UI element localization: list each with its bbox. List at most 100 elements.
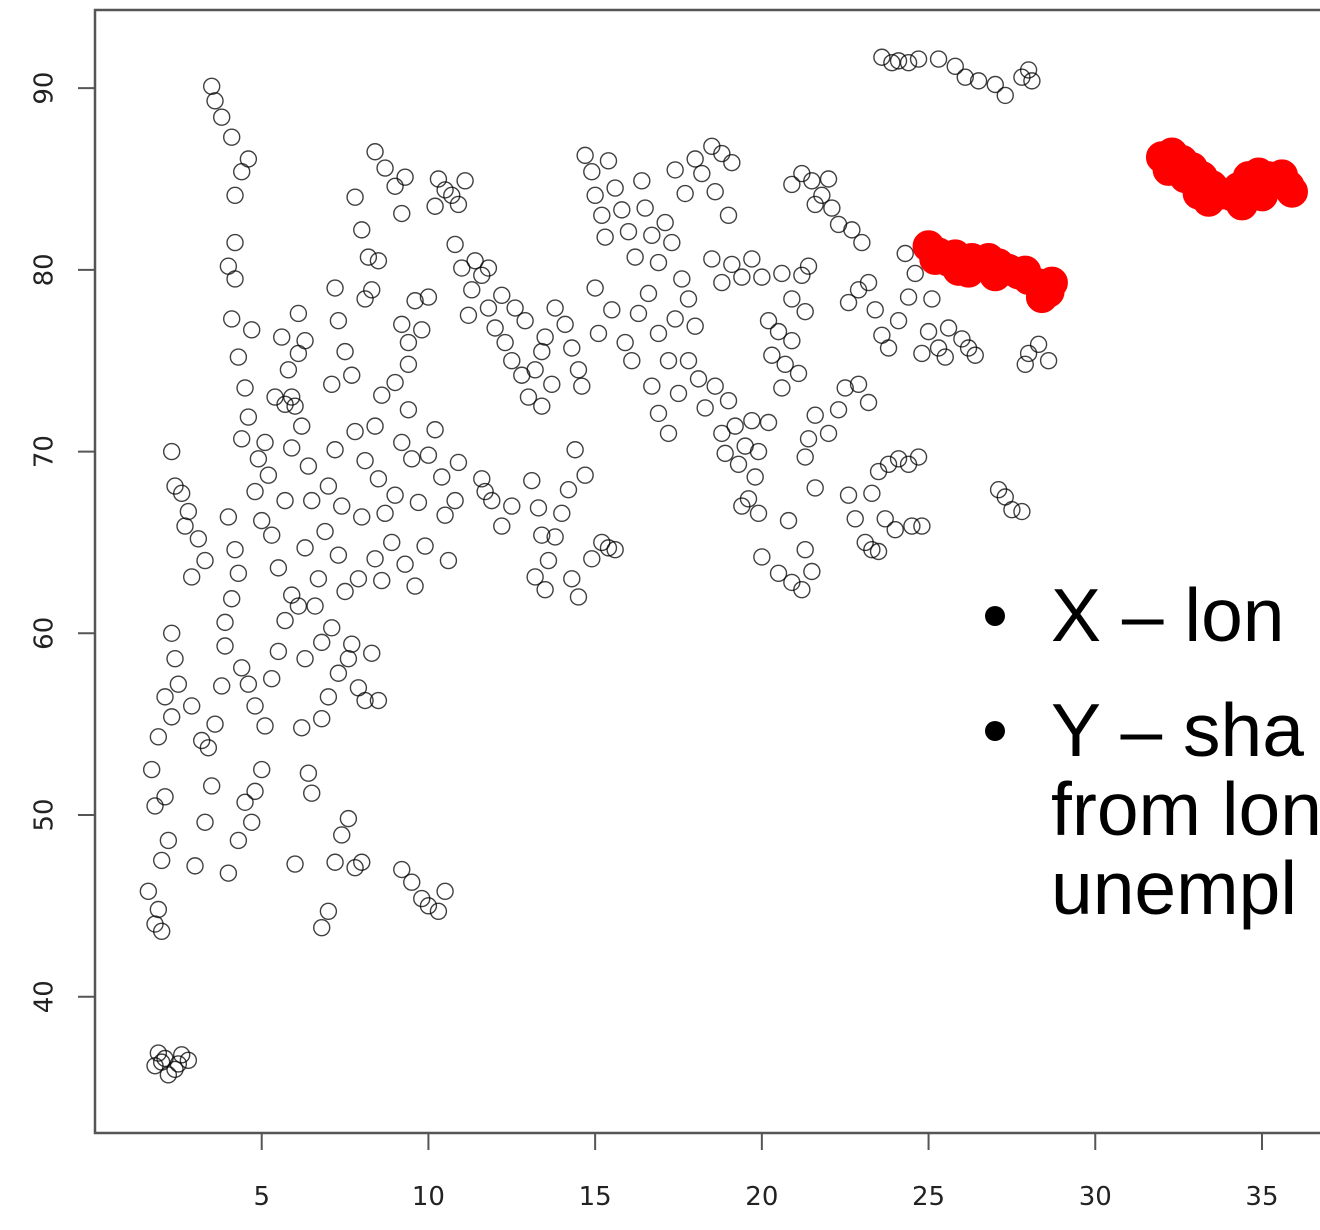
data-point <box>349 679 368 697</box>
data-point <box>329 546 348 564</box>
data-point <box>226 233 244 252</box>
data-point <box>676 184 694 203</box>
data-point <box>369 691 388 710</box>
data-point <box>553 504 571 523</box>
data-point <box>233 430 251 448</box>
data-point <box>369 470 388 488</box>
data-point <box>796 448 814 466</box>
data-point <box>819 170 838 188</box>
data-point <box>396 555 414 573</box>
data-point <box>309 570 328 588</box>
highlight-point <box>955 242 988 275</box>
data-point <box>403 450 421 468</box>
data-point <box>346 422 364 441</box>
data-point <box>849 375 868 394</box>
data-point <box>679 290 698 308</box>
data-point <box>966 346 984 364</box>
data-point <box>343 366 361 384</box>
data-point <box>749 504 768 523</box>
data-point <box>529 499 548 517</box>
data-point <box>299 457 318 475</box>
data-point <box>879 455 898 473</box>
data-point <box>526 568 544 586</box>
data-point <box>843 221 861 239</box>
data-point <box>186 857 204 875</box>
data-point <box>419 897 438 915</box>
data-point <box>326 279 344 297</box>
data-point <box>319 477 338 495</box>
data-point <box>353 221 371 239</box>
data-point <box>929 50 948 68</box>
data-point <box>923 290 941 308</box>
data-point <box>706 183 724 201</box>
data-point <box>403 873 421 891</box>
bullet-dot <box>985 606 1005 626</box>
data-point <box>416 537 434 555</box>
plot-frame <box>93 8 1320 1135</box>
data-point <box>399 401 418 419</box>
data-point <box>466 252 484 270</box>
y-tick-label: 80 <box>30 253 60 286</box>
data-point <box>376 159 394 177</box>
data-point <box>503 497 521 515</box>
data-point <box>783 175 801 194</box>
data-point <box>219 508 238 526</box>
x-tick-label: 5 <box>253 1182 270 1212</box>
data-point <box>743 250 761 268</box>
data-point <box>243 813 261 831</box>
data-point <box>626 248 644 266</box>
data-point <box>226 270 244 288</box>
data-point <box>169 675 188 693</box>
data-point <box>159 831 178 850</box>
data-point <box>599 152 618 170</box>
data-point <box>583 163 601 181</box>
data-point <box>643 226 661 245</box>
data-point <box>536 328 554 346</box>
data-point <box>149 728 168 746</box>
data-point <box>659 424 678 443</box>
data-point <box>329 312 348 330</box>
data-point <box>523 471 541 490</box>
data-point <box>539 551 558 570</box>
data-point <box>606 179 624 197</box>
data-point <box>246 782 264 801</box>
data-point <box>429 902 448 921</box>
data-point <box>576 146 594 165</box>
data-point <box>213 677 231 695</box>
data-point <box>459 306 478 324</box>
data-point <box>733 497 751 515</box>
data-point <box>313 709 331 728</box>
data-point <box>953 330 971 348</box>
data-point <box>369 252 388 270</box>
data-point <box>823 199 841 217</box>
data-point <box>273 328 291 346</box>
data-point <box>223 128 241 146</box>
data-point <box>356 691 374 710</box>
data-point <box>263 526 281 544</box>
data-point <box>306 597 324 615</box>
data-point <box>533 342 551 361</box>
data-point <box>666 161 684 179</box>
data-point <box>366 143 384 161</box>
data-point <box>279 361 298 379</box>
data-point <box>313 918 331 937</box>
data-point <box>329 664 348 682</box>
data-point <box>563 570 581 588</box>
data-point <box>1019 61 1038 79</box>
data-point <box>182 697 201 715</box>
bullet-item-x: X – lon <box>985 578 1320 653</box>
bullet-item-y: Y – sha from lon unempl <box>985 693 1320 926</box>
y-tick-label: 60 <box>30 617 60 650</box>
data-point <box>593 533 611 552</box>
data-point <box>179 502 198 521</box>
data-point <box>789 364 808 383</box>
data-point <box>429 170 448 188</box>
data-point <box>493 286 511 304</box>
data-point <box>366 550 384 568</box>
data-point <box>353 508 371 526</box>
highlight-point <box>1275 175 1308 208</box>
data-point <box>213 108 231 126</box>
data-point <box>869 542 888 561</box>
bullet-text: from lon <box>1051 767 1320 851</box>
data-point <box>356 451 374 470</box>
